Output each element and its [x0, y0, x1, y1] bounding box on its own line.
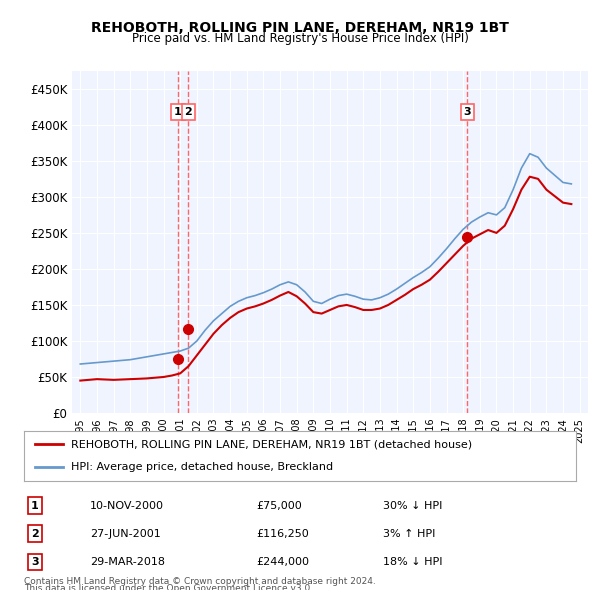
Text: 1: 1	[174, 107, 182, 117]
Text: 18% ↓ HPI: 18% ↓ HPI	[383, 557, 442, 567]
Text: 3: 3	[463, 107, 471, 117]
Text: Contains HM Land Registry data © Crown copyright and database right 2024.: Contains HM Land Registry data © Crown c…	[24, 577, 376, 586]
Text: 10-NOV-2000: 10-NOV-2000	[90, 500, 164, 510]
Text: Price paid vs. HM Land Registry's House Price Index (HPI): Price paid vs. HM Land Registry's House …	[131, 32, 469, 45]
Text: 1: 1	[31, 500, 39, 510]
Text: £116,250: £116,250	[256, 529, 308, 539]
Text: 3: 3	[31, 557, 39, 567]
Text: REHOBOTH, ROLLING PIN LANE, DEREHAM, NR19 1BT: REHOBOTH, ROLLING PIN LANE, DEREHAM, NR1…	[91, 21, 509, 35]
Text: HPI: Average price, detached house, Breckland: HPI: Average price, detached house, Brec…	[71, 463, 333, 473]
Text: £244,000: £244,000	[256, 557, 309, 567]
Text: This data is licensed under the Open Government Licence v3.0.: This data is licensed under the Open Gov…	[24, 584, 313, 590]
Text: 3% ↑ HPI: 3% ↑ HPI	[383, 529, 435, 539]
Text: 2: 2	[184, 107, 192, 117]
Text: £75,000: £75,000	[256, 500, 302, 510]
Text: 29-MAR-2018: 29-MAR-2018	[90, 557, 165, 567]
Text: 2: 2	[31, 529, 39, 539]
Text: 27-JUN-2001: 27-JUN-2001	[90, 529, 161, 539]
Text: REHOBOTH, ROLLING PIN LANE, DEREHAM, NR19 1BT (detached house): REHOBOTH, ROLLING PIN LANE, DEREHAM, NR1…	[71, 439, 472, 449]
Text: 30% ↓ HPI: 30% ↓ HPI	[383, 500, 442, 510]
